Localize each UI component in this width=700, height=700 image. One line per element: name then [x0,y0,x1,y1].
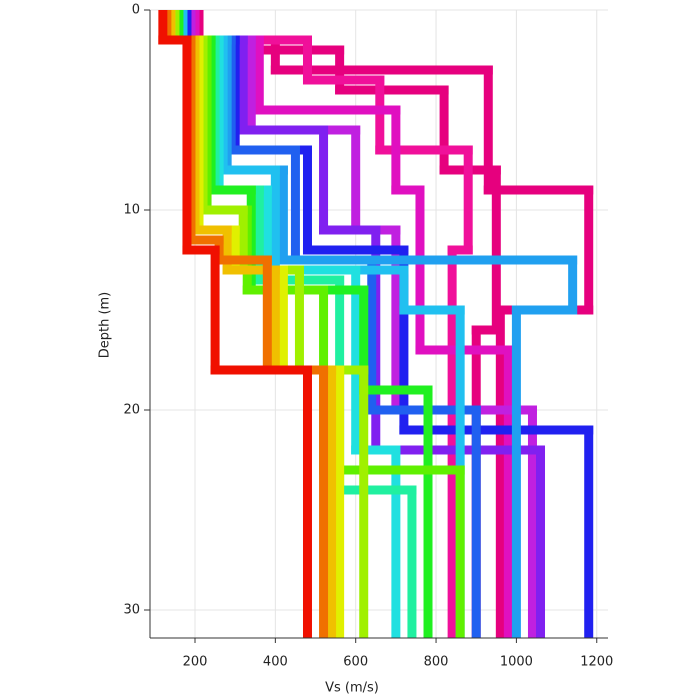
x-tick-label: 800 [424,655,449,670]
y-axis-label: Depth (m) [98,292,113,359]
x-tick-label: 200 [183,655,208,670]
y-tick-label: 10 [123,203,140,218]
x-tick-label: 1200 [580,655,613,670]
x-tick-label: 1000 [500,655,533,670]
x-tick-label: 400 [263,655,288,670]
y-tick-label: 20 [123,403,140,418]
y-tick-label: 30 [123,603,140,618]
profile [158,10,312,638]
x-tick-label: 600 [343,655,368,670]
x-axis-label: Vs (m/s) [325,681,379,696]
y-tick-label: 0 [132,3,140,18]
